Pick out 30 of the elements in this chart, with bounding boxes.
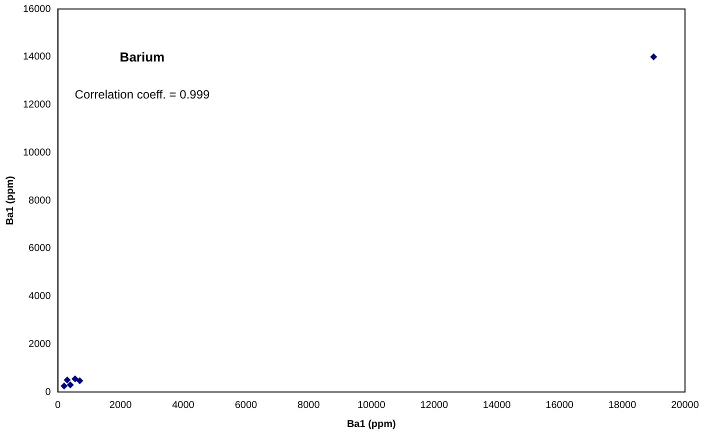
point xyxy=(66,381,74,388)
y-tick-label: 8000 xyxy=(28,195,52,206)
annotation: Correlation coeff. = 0.999 xyxy=(74,87,210,102)
y-tick-label: 12000 xyxy=(22,100,52,110)
x-tick-label: 20000 xyxy=(671,400,700,411)
x-axis-title: Ba1 (ppm) xyxy=(346,418,396,430)
x-tick-label: 4000 xyxy=(172,400,195,411)
x-tick-label: 18000 xyxy=(608,400,637,411)
x-tick-label: 6000 xyxy=(234,400,258,411)
x-tick-label: 16000 xyxy=(546,400,574,411)
text: Barium xyxy=(120,50,165,65)
y-tick-label: 6000 xyxy=(28,243,52,254)
x-tick-label: 2000 xyxy=(109,400,132,411)
point xyxy=(650,53,658,60)
x-tick-label: 0 xyxy=(55,400,62,411)
y-tick-label: 0 xyxy=(45,386,52,398)
y-tick-label: 2000 xyxy=(28,338,52,350)
y-tick-label: 4000 xyxy=(28,291,52,302)
y-tick-label: 16000 xyxy=(22,4,52,15)
y-tick-label: 10000 xyxy=(22,147,52,158)
y-tick-label: 14000 xyxy=(22,52,52,63)
x-tick-label: 12000 xyxy=(420,400,448,411)
point xyxy=(72,375,79,382)
point xyxy=(76,377,84,384)
y-axis-title: Ba1 (ppm) xyxy=(4,176,16,225)
x-tick-label: 10000 xyxy=(358,400,386,411)
point xyxy=(60,382,68,390)
point xyxy=(64,376,71,384)
x-tick-label: 8000 xyxy=(298,400,320,411)
x-tick-label: 14000 xyxy=(482,400,512,411)
